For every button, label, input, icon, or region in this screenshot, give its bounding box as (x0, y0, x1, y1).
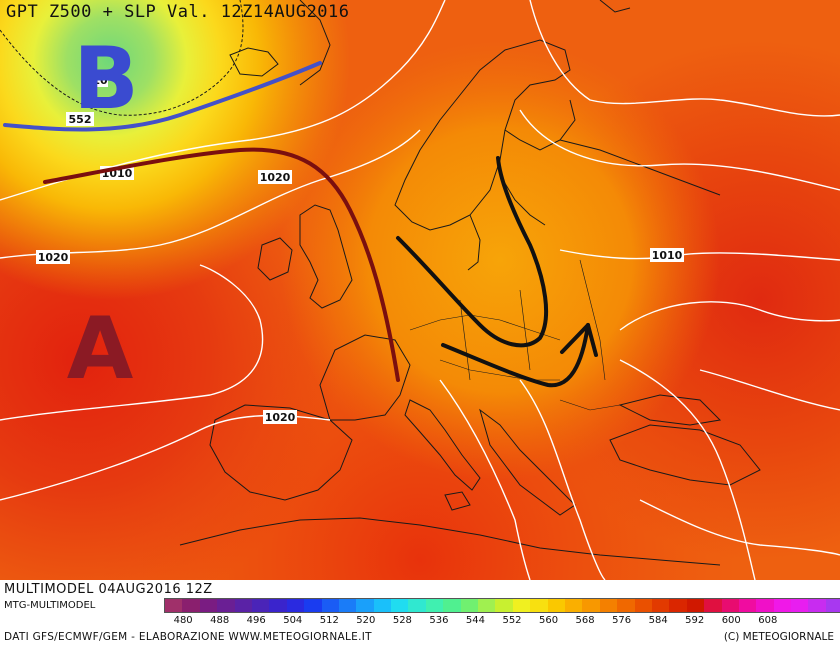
legend-tick-label: 544 (465, 615, 485, 626)
isobar-label: 1020 (36, 250, 70, 264)
legend-swatch (199, 599, 218, 612)
legend-swatch (443, 599, 461, 612)
legend-swatch (512, 599, 531, 612)
legend-swatch (165, 599, 183, 612)
legend-tick-label: 496 (246, 615, 266, 626)
isobar-label: 552 (66, 112, 94, 126)
isobar-label: 1020 (258, 170, 292, 184)
legend-swatch (704, 599, 722, 612)
legend-swatch (234, 599, 252, 612)
southern-arrow (441, 323, 590, 388)
map-canvas: 552 1010 1020 1020 1020 (0, 0, 840, 580)
legend-tick-label: 480 (173, 615, 193, 626)
legend-swatch (756, 599, 774, 612)
legend-swatch (425, 599, 444, 612)
legend-swatch (356, 599, 374, 612)
svg-text:552: 552 (69, 113, 92, 126)
color-legend-ticks: 480 488 496 504 512 520 528 536 544 552 560 568 576 5… (164, 615, 840, 627)
legend-tick-label: 576 (612, 615, 632, 626)
legend-tick-label: 608 (758, 615, 778, 626)
legend-swatch (460, 599, 479, 612)
legend-swatch (338, 599, 357, 612)
model-label: MTG-MULTIMODEL (4, 600, 96, 611)
legend-swatch (634, 599, 652, 612)
legend-swatch (495, 599, 513, 612)
footer: MULTIMODEL 04AUG2016 12Z MTG-MULTIMODEL … (0, 580, 840, 648)
legend-tick-label: 560 (538, 615, 559, 626)
low-pressure-letter: B (73, 29, 139, 129)
svg-text:1010: 1010 (652, 249, 683, 262)
color-legend (164, 598, 840, 613)
sources-label: DATI GFS/ECMWF/GEM - ELABORAZIONE WWW.ME… (4, 631, 372, 643)
northern-low-field (0, 0, 840, 580)
legend-tick-label: 552 (502, 615, 522, 626)
legend-tick-label: 512 (319, 615, 339, 626)
svg-text:1020: 1020 (260, 171, 291, 184)
legend-tick-label: 504 (283, 615, 303, 626)
legend-swatch (408, 599, 426, 612)
isobar-label: 10 (92, 73, 108, 87)
legend-swatch (582, 599, 600, 612)
cyclonic-arrow (396, 156, 549, 348)
legend-swatch (617, 599, 635, 612)
legend-tick-label: 488 (210, 615, 230, 626)
legend-swatch (564, 599, 583, 612)
legend-swatch (391, 599, 409, 612)
svg-text:1020: 1020 (265, 411, 296, 424)
flow-arrows (396, 156, 598, 388)
legend-swatch (269, 599, 287, 612)
legend-swatch (669, 599, 687, 612)
map-area: 552 1010 1020 1020 1020 (0, 0, 840, 580)
isobar-label: 1020 (263, 410, 297, 424)
legend-tick-label: 520 (356, 615, 376, 626)
map-title: GPT Z500 + SLP Val. 12Z14AUG2016 (6, 2, 350, 22)
isobar-labels: 552 1010 1020 1020 1020 (36, 73, 684, 424)
blue-jet-line (3, 61, 322, 132)
copyright-label: (C) METEOGIORNALE (723, 631, 834, 643)
legend-swatch (478, 599, 496, 612)
legend-swatch (251, 599, 270, 612)
legend-swatch (321, 599, 339, 612)
legend-swatch (182, 599, 200, 612)
svg-text:1020: 1020 (38, 251, 69, 264)
legend-swatch (373, 599, 392, 612)
svg-text:10: 10 (92, 74, 108, 87)
legend-tick-label: 568 (575, 615, 595, 626)
legend-swatch (808, 599, 826, 612)
run-label: MULTIMODEL 04AUG2016 12Z (4, 582, 213, 597)
coastlines (179, 0, 761, 566)
legend-tick-label: 592 (685, 615, 705, 626)
isobar-label: 1010 (650, 248, 684, 262)
high-pressure-letter: A (67, 299, 134, 399)
legend-swatch (773, 599, 792, 612)
legend-swatch (686, 599, 705, 612)
legend-swatch (547, 599, 565, 612)
legend-swatch (304, 599, 322, 612)
legend-swatch (599, 599, 618, 612)
legend-tick-label: 600 (721, 615, 741, 626)
red-jet-line (43, 147, 400, 382)
legend-swatch (217, 599, 235, 612)
legend-tick-label: 528 (392, 615, 412, 626)
legend-tick-label: 584 (648, 615, 668, 626)
legend-swatch (286, 599, 305, 612)
legend-swatch (791, 599, 809, 612)
legend-swatch (721, 599, 739, 612)
legend-tick-label: 536 (429, 615, 449, 626)
arrow-head-icon (560, 323, 598, 357)
legend-swatch (530, 599, 548, 612)
legend-swatch (651, 599, 670, 612)
legend-swatch (738, 599, 757, 612)
legend-swatch (825, 599, 840, 612)
